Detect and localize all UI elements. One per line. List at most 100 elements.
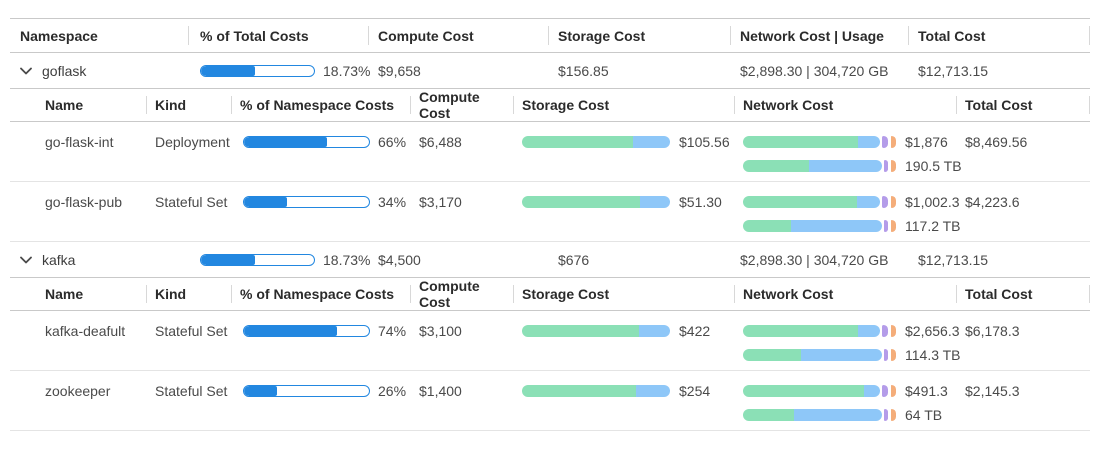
compute-cost-value: $1,400 [419,383,462,399]
storage-cost-bar [522,385,670,397]
network-cost-bar [743,136,896,148]
workload-row-go-flask-pub: go-flask-pub Stateful Set 34% $3,170 $51… [10,182,1090,242]
workload-row-zookeeper: zookeeper Stateful Set 26% $1,400 $254 $… [10,371,1090,431]
network-cost-cell: $2,656.3 114.3 TB [734,311,961,370]
namespace-row-kafka[interactable]: kafka 18.73% $4,500 $676 $2,898.30 | 304… [10,242,1090,278]
workload-name: zookeeper [45,383,111,399]
bar-tip-marker [891,136,896,148]
col-header-storage-cost: Storage Cost [513,278,734,310]
workload-kind: Deployment [155,134,230,150]
compute-cost-value: $4,500 [378,251,421,268]
network-usage-bar [743,409,896,421]
col-header-compute-cost: Compute Cost [368,19,548,52]
bar-tip-marker [891,349,896,361]
storage-cost-cell: $105.56 [513,122,734,181]
namespace-row-goflask[interactable]: goflask 18.73% $9,658 $156.85 $2,898.30 … [10,53,1090,89]
total-cost-value: $6,178.3 [965,323,1020,339]
storage-cost-bar [522,136,670,148]
workload-kind: Stateful Set [155,383,228,399]
col-header-storage-cost: Storage Cost [513,89,734,121]
network-cost-cell: $1,876 190.5 TB [734,122,962,181]
workload-table-header: Name Kind % of Namespace Costs Compute C… [10,278,1090,311]
col-header-kind: Kind [146,278,231,310]
storage-cost-value: $676 [558,251,590,268]
compute-cost-value: $9,658 [378,62,421,79]
pct-label: 26% [378,383,407,399]
network-usage-bar [743,220,896,232]
pct-progress-bar [200,253,315,266]
workload-kind: Stateful Set [155,323,228,339]
network-cost-value: $491.3 [905,383,948,399]
chevron-down-icon[interactable] [20,67,32,75]
storage-cost-cell: $422 [513,311,734,370]
pct-label: 74% [378,323,407,339]
network-cost-cell: $1,002.3 117.2 TB [734,182,961,241]
pct-progress-bar [243,385,370,397]
pct-total-costs-cell: 18.73% [188,53,371,88]
network-cost-usage-value: $2,898.30 | 304,720 GB [740,251,889,268]
col-header-name: Name [45,97,84,113]
namespace-name-cell: goflask [10,53,188,88]
col-header-total-cost: Total Cost [908,19,1090,52]
total-cost-value: $12,713.15 [918,62,989,79]
pct-label: 34% [378,194,407,210]
bar-tip-marker [891,385,896,397]
workload-row-kafka-deafult: kafka-deafult Stateful Set 74% $3,100 $4… [10,311,1090,371]
bar-tip-marker [891,325,896,337]
storage-cost-value: $156.85 [558,62,609,79]
col-header-namespace: Namespace [20,27,98,44]
pct-label: 18.73% [323,251,371,268]
network-cost-usage-value: $2,898.30 | 304,720 GB [740,62,889,79]
network-cost-value: $1,002.3 [905,194,960,210]
pct-namespace-costs-cell: 74% [231,311,410,370]
col-header-network-cost: Network Cost [734,89,956,121]
bar-tip-marker [891,160,896,172]
pct-label: 18.73% [323,62,371,79]
col-header-network-cost: Network Cost [734,278,956,310]
total-cost-value: $4,223.6 [965,194,1020,210]
col-header-pct-namespace-costs: % of Namespace Costs [231,89,410,121]
workload-name: kafka-deafult [45,323,126,339]
network-usage-value: 64 TB [905,407,943,423]
pct-progress-bar [243,196,370,208]
pct-progress-bar [200,64,315,77]
col-header-name: Name [45,286,84,302]
storage-cost-bar [522,196,670,208]
network-usage-value: 117.2 TB [905,218,961,234]
storage-cost-value: $105.56 [679,134,730,150]
col-header-compute-cost: Compute Cost [410,278,513,310]
pct-namespace-costs-cell: 34% [231,182,410,241]
total-cost-value: $12,713.15 [918,251,989,268]
total-cost-value: $2,145.3 [965,383,1020,399]
namespace-name: kafka [42,251,76,268]
col-header-pct-total-costs: % of Total Costs [188,19,368,52]
total-cost-value: $8,469.56 [965,134,1028,150]
storage-cost-cell: $51.30 [513,182,734,241]
network-cost-value: $1,876 [905,134,948,150]
workload-kind: Stateful Set [155,194,228,210]
col-header-total-cost: Total Cost [956,278,1090,310]
namespace-name: goflask [42,62,87,79]
workload-name: go-flask-int [45,134,114,150]
network-cost-bar [743,385,896,397]
storage-cost-value: $422 [679,323,711,339]
storage-cost-bar [522,325,670,337]
chevron-down-icon[interactable] [20,256,32,264]
workload-table-header: Name Kind % of Namespace Costs Compute C… [10,89,1090,122]
network-cost-value: $2,656.3 [905,323,960,339]
pct-progress-bar [243,325,370,337]
col-header-pct-namespace-costs: % of Namespace Costs [231,278,410,310]
main-table-header: Namespace % of Total Costs Compute Cost … [10,18,1090,53]
cost-allocation-table: Namespace % of Total Costs Compute Cost … [10,18,1090,431]
col-header-total-cost: Total Cost [956,89,1090,121]
workload-name: go-flask-pub [45,194,123,210]
workload-row-go-flask-int: go-flask-int Deployment 66% $6,488 $105.… [10,122,1090,182]
network-usage-bar [743,349,896,361]
col-header-network-cost-usage: Network Cost | Usage [730,19,908,52]
storage-cost-value: $51.30 [679,194,722,210]
pct-total-costs-cell: 18.73% [188,242,371,277]
col-header-kind: Kind [146,89,231,121]
network-cost-bar [743,196,896,208]
pct-namespace-costs-cell: 66% [231,122,410,181]
storage-cost-value: $254 [679,383,711,399]
